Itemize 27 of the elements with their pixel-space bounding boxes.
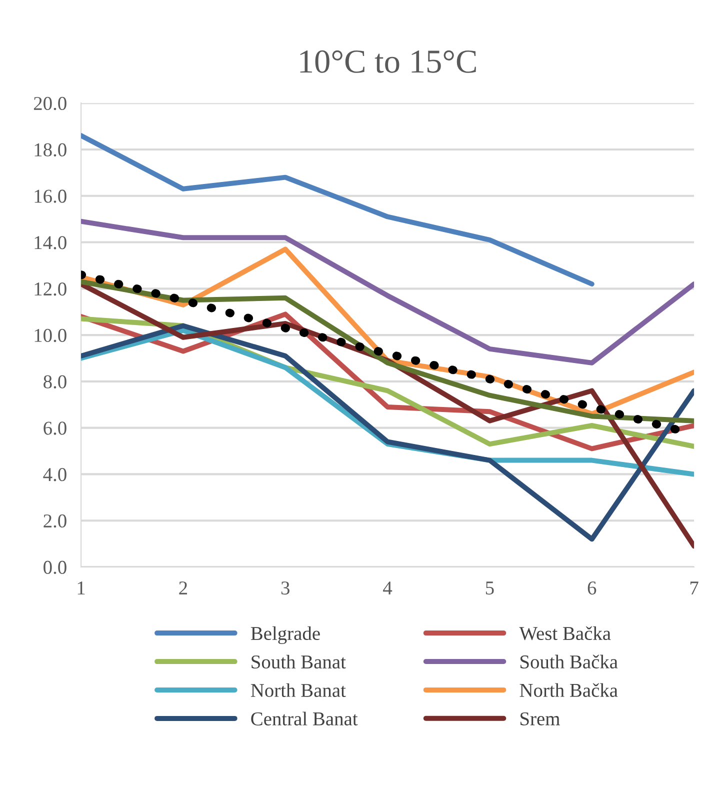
x-tick-label: 2 [179,582,187,594]
y-tick-label: 2.0 [44,514,66,528]
y-tick-label: 16.0 [34,190,66,203]
y-tick-label: 4.0 [43,468,66,482]
y-tick-label: 18.0 [34,143,66,157]
legend-label: Central Banat [251,712,358,726]
y-tick-label: 6.0 [44,422,66,435]
x-tick-label: 5 [486,582,494,595]
chart-title: 10°C to 15°C [300,50,476,73]
y-tick-label: 0.0 [44,560,66,574]
x-tick-label: 1 [78,582,85,594]
legend-label: West Bačka [519,626,611,640]
y-tick-label: 8.0 [44,375,66,388]
y-tick-label: 20.0 [34,96,66,110]
x-tick-label: 4 [383,582,392,594]
legend-label: Srem [520,712,560,726]
x-tick-label: 6 [588,582,596,595]
legend-label: North Banat [250,683,346,697]
legend-label: North Bačka [520,683,618,697]
legend-label: Belgrade [250,626,320,644]
x-tick-label: 3 [281,582,290,595]
legend-label: South Bačka [520,654,618,668]
y-tick-label: 12.0 [34,282,66,296]
y-tick-label: 10.0 [34,328,66,342]
legend-label: South Banat [252,654,346,669]
y-tick-label: 14.0 [34,236,66,250]
x-tick-label: 7 [690,582,698,594]
